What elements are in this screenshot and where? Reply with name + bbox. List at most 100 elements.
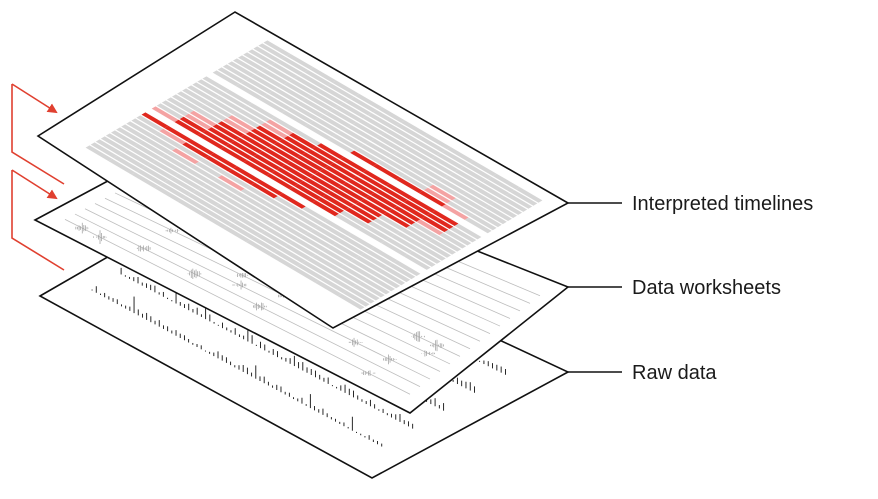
timeline-bar-segment bbox=[294, 238, 322, 254]
timeline-bar-segment bbox=[485, 205, 512, 221]
timeline-bar-segment bbox=[345, 207, 372, 224]
timeline-bar-segment bbox=[380, 240, 408, 257]
timeline-bar-segment bbox=[294, 129, 321, 146]
timeline-bar-segment bbox=[210, 98, 237, 115]
timeline-bar-segment bbox=[169, 176, 197, 193]
timeline-bar-segment bbox=[154, 131, 182, 148]
timeline-bar-segment bbox=[452, 198, 479, 214]
timeline-bar-segment bbox=[182, 142, 210, 158]
timeline-bar-segment bbox=[352, 122, 380, 138]
timeline-bar-segment bbox=[350, 204, 378, 221]
timeline-bar-segment bbox=[329, 162, 357, 179]
timeline-bar-segment bbox=[352, 284, 380, 301]
timeline-bar-segment bbox=[256, 125, 283, 142]
timeline-bar-segment bbox=[294, 76, 321, 92]
timeline-bar-segment bbox=[215, 95, 243, 112]
timeline-bar-segment bbox=[281, 164, 309, 181]
timeline-bar-segment bbox=[276, 59, 304, 76]
timeline-bar-segment bbox=[332, 80, 360, 96]
timeline-bar-segment bbox=[207, 127, 235, 143]
timeline-bar-segment bbox=[444, 175, 472, 192]
timeline-bar-segment bbox=[335, 213, 362, 230]
timeline-bar-segment bbox=[362, 116, 390, 132]
timeline-bar-segment bbox=[431, 156, 459, 172]
timeline-bar-segment bbox=[215, 203, 243, 220]
timeline-bar-segment bbox=[164, 125, 192, 142]
timeline-bar-segment bbox=[202, 130, 230, 146]
timeline-bar-segment bbox=[482, 179, 510, 196]
timeline-bar-segment bbox=[182, 88, 209, 105]
label-interpreted-timelines: Interpreted timelines bbox=[632, 193, 813, 215]
timeline-bar-segment bbox=[319, 223, 347, 239]
timeline-bar-segment bbox=[314, 226, 342, 242]
timeline-bar-segment bbox=[337, 185, 365, 201]
worksheet-trace bbox=[94, 203, 441, 372]
timeline-bar-segment bbox=[276, 167, 304, 184]
timeline-bar-segment bbox=[309, 174, 337, 191]
timeline-bar-segment bbox=[192, 82, 220, 98]
timeline-bar-segment bbox=[375, 189, 403, 206]
timeline-bar-segment bbox=[378, 161, 405, 177]
timeline-bar-segment bbox=[299, 235, 327, 251]
timeline-bar-segment bbox=[278, 139, 306, 155]
timeline-bar-segment bbox=[314, 117, 342, 134]
timeline-bar-segment bbox=[261, 68, 288, 85]
timeline-bar-segment bbox=[342, 128, 370, 144]
timeline-bar-segment bbox=[85, 145, 113, 162]
timeline-bar-segment bbox=[309, 67, 337, 83]
timeline-bar-segment bbox=[141, 112, 169, 129]
timeline-bar-segment bbox=[220, 146, 248, 163]
timeline-bar-segment bbox=[250, 128, 278, 145]
timeline-bar-segment bbox=[263, 202, 291, 218]
timeline-bar-segment bbox=[296, 263, 324, 280]
timeline-bar-segment bbox=[156, 103, 184, 120]
timeline-bar-segment bbox=[474, 211, 502, 228]
timeline-bar-segment bbox=[230, 194, 258, 211]
timeline-bar-segment bbox=[255, 71, 283, 88]
timeline-bar-segment bbox=[95, 139, 123, 156]
timeline-bar-segment bbox=[182, 196, 210, 213]
timeline-bar-segment bbox=[439, 178, 467, 195]
timeline-bar-segment bbox=[360, 252, 388, 269]
timeline-bar-segment bbox=[401, 120, 428, 136]
timeline-bar-segment bbox=[307, 257, 334, 274]
timeline-bar-segment bbox=[164, 179, 192, 196]
timeline-bar-segment bbox=[222, 118, 250, 134]
timeline-bar-segment bbox=[363, 278, 390, 295]
timeline-bar-segment bbox=[314, 280, 342, 297]
timeline-bar-segment bbox=[291, 104, 319, 121]
timeline-bar-segment bbox=[253, 154, 281, 170]
timeline-bar-segment bbox=[312, 254, 339, 271]
timeline-bar-segment bbox=[347, 125, 375, 141]
timeline-bar-segment bbox=[245, 131, 273, 148]
timeline-bar-segment bbox=[166, 97, 194, 114]
timeline-bar-segment bbox=[347, 287, 375, 304]
timeline-bar-segment bbox=[408, 142, 436, 159]
timeline-bar-segment bbox=[383, 158, 411, 174]
timeline-bar-segment bbox=[347, 233, 375, 250]
timeline-bar-segment bbox=[174, 173, 202, 190]
timeline-bar-segment bbox=[350, 96, 377, 113]
timeline-bar-segment bbox=[472, 185, 500, 202]
timeline-bar-segment bbox=[177, 145, 204, 161]
timeline-bar-segment bbox=[261, 122, 288, 139]
timeline-bar-segment bbox=[212, 178, 240, 194]
timeline-bar-segment bbox=[133, 143, 161, 160]
timeline-bar-segment bbox=[159, 182, 187, 199]
timeline-bar-segment bbox=[256, 179, 283, 196]
timeline-bar-segment bbox=[113, 155, 141, 172]
timeline-bar-segment bbox=[424, 187, 451, 204]
timeline-bar-segment bbox=[281, 218, 309, 235]
timeline-bar-segment bbox=[391, 234, 418, 251]
timeline-bar-segment bbox=[228, 169, 255, 185]
timeline-bar-segment bbox=[141, 166, 169, 183]
timeline-bar-segment bbox=[271, 62, 298, 79]
timeline-bar-segment bbox=[510, 190, 538, 206]
timeline-bar-segment bbox=[304, 70, 332, 86]
timeline-bar-segment bbox=[187, 139, 215, 155]
timeline-bar-segment bbox=[347, 179, 375, 195]
timeline-bar-segment bbox=[363, 224, 390, 240]
timeline-bar-segment bbox=[217, 67, 245, 83]
timeline-bar-segment bbox=[131, 118, 159, 135]
worksheet-trace bbox=[84, 208, 431, 380]
